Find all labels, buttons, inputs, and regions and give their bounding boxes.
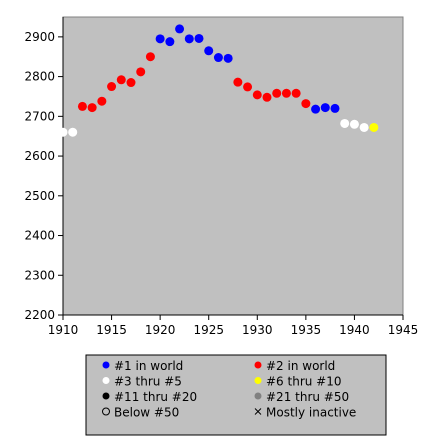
x-tick-label: 1915 [96, 323, 127, 337]
data-point [87, 103, 97, 113]
data-point [369, 122, 379, 132]
legend-marker [102, 361, 110, 369]
data-point [204, 46, 214, 56]
legend-label: #3 thru #5 [114, 375, 182, 389]
data-point [223, 53, 233, 63]
legend-marker [102, 392, 110, 400]
x-tick-label: 1920 [145, 323, 176, 337]
data-point [320, 103, 330, 113]
data-point [145, 52, 155, 62]
data-point [252, 90, 262, 100]
data-point [136, 67, 146, 77]
legend-label: Below #50 [114, 406, 179, 420]
data-point [349, 119, 359, 129]
x-tick-label: 1945 [388, 323, 419, 337]
y-tick-label: 2800 [24, 70, 55, 84]
legend-marker [254, 377, 262, 384]
plot-area [62, 16, 404, 316]
data-point [359, 122, 369, 132]
data-point [126, 78, 136, 88]
y-tick-label: 2600 [24, 149, 55, 163]
data-point [330, 103, 340, 113]
y-tick-label: 2500 [24, 189, 55, 203]
data-point [175, 24, 185, 34]
x-tick-label: 1935 [291, 323, 322, 337]
x-tick-label: 1925 [193, 323, 224, 337]
data-point [58, 127, 68, 137]
data-point [77, 101, 87, 111]
legend-label: #2 in world [266, 359, 335, 373]
x-tick-label: 1910 [48, 323, 79, 337]
data-point [213, 53, 223, 63]
data-point [194, 33, 204, 43]
y-tick-label: 2700 [24, 109, 55, 123]
legend-box [85, 354, 387, 436]
cross-stroke [254, 408, 262, 415]
data-point [97, 96, 107, 106]
legend-marker [102, 377, 110, 384]
data-point [116, 75, 126, 85]
data-point [107, 82, 117, 92]
y-tick-label: 2300 [24, 268, 55, 282]
y-tick-label: 2900 [24, 30, 55, 44]
legend-marker [254, 361, 262, 369]
data-point [184, 34, 194, 44]
data-point [340, 118, 350, 128]
data-point [301, 99, 311, 109]
data-point [68, 127, 78, 137]
legend-marker [102, 407, 110, 416]
x-tick-label: 1940 [339, 323, 370, 337]
legend-label: #1 in world [114, 359, 183, 373]
legend-label: Mostly inactive [266, 406, 356, 420]
data-point [272, 88, 282, 98]
legend-marker [254, 392, 262, 400]
data-point [233, 77, 243, 87]
data-point [291, 88, 301, 98]
data-point [165, 37, 175, 47]
legend-marker [254, 408, 262, 415]
data-point [262, 92, 272, 102]
data-point [243, 82, 253, 92]
x-tick-label: 1930 [242, 323, 273, 337]
legend-label: #11 thru #20 [114, 390, 197, 404]
legend-label: #6 thru #10 [266, 375, 342, 389]
data-point [281, 88, 291, 98]
y-tick-label: 2200 [24, 308, 55, 322]
data-point [155, 34, 165, 44]
y-tick-label: 2400 [24, 229, 55, 243]
legend-label: #21 thru #50 [266, 390, 349, 404]
data-point [311, 104, 321, 114]
